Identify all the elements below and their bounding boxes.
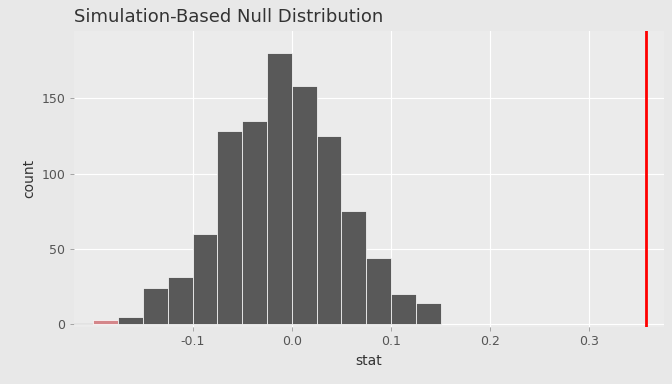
- Bar: [391, 294, 416, 324]
- Bar: [143, 288, 168, 324]
- Bar: [217, 131, 242, 324]
- Bar: [267, 53, 292, 324]
- X-axis label: stat: stat: [355, 354, 382, 368]
- Y-axis label: count: count: [22, 159, 36, 199]
- Bar: [193, 234, 217, 324]
- Bar: [317, 136, 341, 324]
- Text: Simulation-Based Null Distribution: Simulation-Based Null Distribution: [73, 8, 383, 26]
- Bar: [292, 86, 317, 324]
- Bar: [93, 319, 118, 324]
- Bar: [242, 121, 267, 324]
- Bar: [168, 278, 193, 324]
- Bar: [341, 211, 366, 324]
- Bar: [366, 258, 391, 324]
- Bar: [69, 323, 93, 324]
- Bar: [416, 303, 441, 324]
- Bar: [118, 316, 143, 324]
